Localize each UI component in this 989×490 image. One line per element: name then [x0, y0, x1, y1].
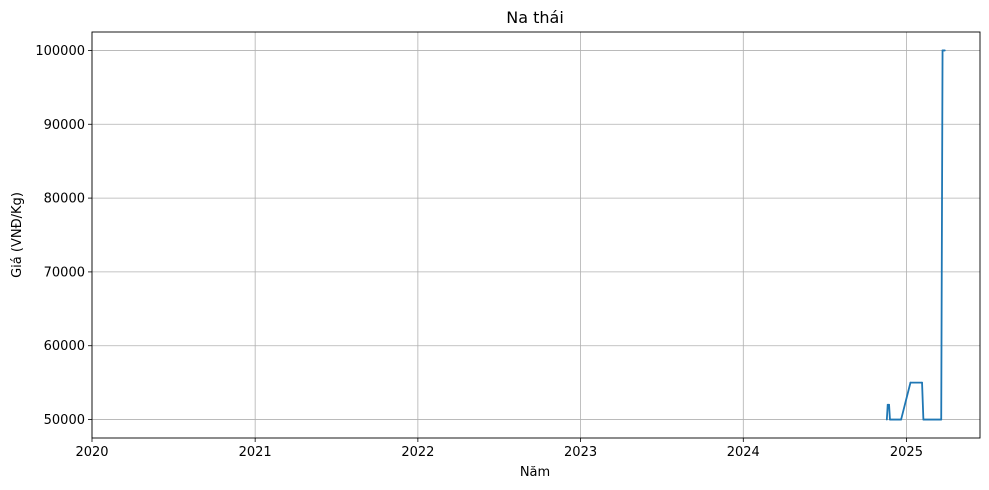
grid-lines	[91, 32, 980, 438]
y-tick-label: 100000	[35, 44, 85, 59]
data-point	[940, 418, 943, 421]
x-axis-label: Năm	[520, 465, 550, 480]
data-point	[941, 49, 944, 52]
y-axis-label: Giá (VNĐ/Kg)	[10, 192, 25, 278]
y-tick-label: 90000	[44, 118, 85, 133]
y-tick-label: 80000	[44, 192, 85, 207]
y-tick-label: 60000	[44, 339, 85, 354]
data-point	[889, 418, 891, 421]
x-tick-label: 2024	[727, 445, 760, 460]
series-line	[885, 49, 945, 421]
plot-frame	[91, 31, 981, 439]
data-point	[921, 381, 923, 384]
ticks: 2020 2021 2022 2023 2024 2025 50000 60000 70000 8…	[35, 44, 923, 460]
data-point	[886, 403, 889, 406]
y-tick-label: 70000	[44, 265, 85, 280]
x-tick-label: 2020	[75, 445, 108, 460]
data-point	[909, 381, 912, 384]
x-tick-label: 2025	[890, 445, 923, 460]
series-layer	[885, 49, 946, 421]
data-point	[900, 418, 902, 421]
data-point	[885, 418, 888, 421]
data-point	[888, 403, 890, 406]
chart-title: Na thái	[506, 8, 564, 27]
x-tick-label: 2021	[239, 445, 272, 460]
x-tick-label: 2022	[401, 445, 434, 460]
data-point	[943, 49, 946, 52]
y-tick-label: 50000	[44, 413, 85, 428]
data-point	[922, 418, 925, 421]
x-tick-label: 2023	[564, 445, 597, 460]
